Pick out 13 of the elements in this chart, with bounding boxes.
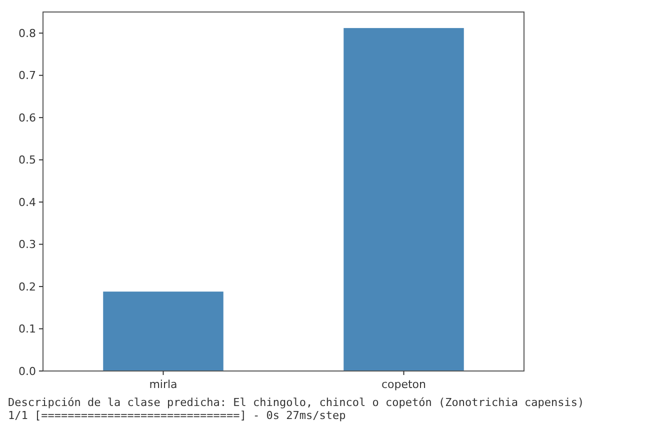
y-tick-label: 0.5 bbox=[18, 154, 36, 167]
y-tick-label: 0.4 bbox=[18, 196, 36, 209]
y-tick-label: 0.7 bbox=[18, 69, 36, 82]
y-tick-label: 0.6 bbox=[18, 111, 36, 124]
y-tick-label: 0.8 bbox=[18, 26, 36, 40]
y-tick-label: 0.3 bbox=[18, 238, 36, 252]
y-tick-label: 0.0 bbox=[18, 364, 36, 378]
text: 1/1 [==============================] - 0s 27ms/step bbox=[8, 409, 346, 422]
text: Descripción de la clase predicha: El chingolo, chincol o copetón (Zonotrichia capensis) bbox=[8, 396, 584, 409]
y-tick-label: 0.1 bbox=[18, 322, 36, 336]
x-tick-label: copeton bbox=[381, 378, 426, 391]
y-tick-label: 0.2 bbox=[18, 280, 36, 294]
x-tick-label: mirla bbox=[149, 378, 178, 391]
